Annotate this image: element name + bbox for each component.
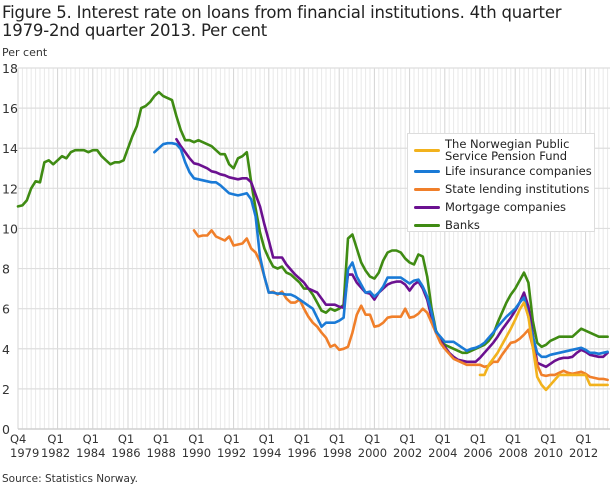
x-tick-labels: Q41979Q11982Q11984Q11986Q11988Q11990Q119…	[10, 432, 598, 460]
x-tick-year: 1986	[111, 446, 140, 460]
x-tick-year: 1990	[182, 446, 211, 460]
x-tick-quarter: Q1	[47, 432, 63, 446]
y-tick-label: 0	[2, 422, 10, 437]
series-line-banks	[16, 90, 609, 355]
x-tick-quarter: Q1	[435, 432, 451, 446]
x-tick-year: 2012	[569, 446, 598, 460]
y-tick-label: 4	[2, 342, 10, 357]
x-tick-year: 1988	[147, 446, 176, 460]
legend-label: Banks	[445, 218, 480, 232]
source-note: Source: Statistics Norway.	[2, 473, 138, 485]
chart-title: Figure 5. Interest rate on loans from fi…	[2, 3, 562, 40]
y-axis-label: Per cent	[2, 46, 48, 59]
x-tick-year: 1998	[323, 446, 352, 460]
x-tick-quarter: Q4	[10, 432, 26, 446]
legend-swatch	[414, 148, 440, 152]
x-tick-quarter: Q1	[575, 432, 591, 446]
x-tick-year: 1982	[41, 446, 70, 460]
legend-label: The Norwegian Public Service Pension Fun…	[445, 137, 570, 163]
legend-swatch	[414, 187, 440, 191]
x-tick-year: 2004	[428, 446, 457, 460]
y-tick-labels: 0 2 4 6 8 10 12 14 16 18	[2, 61, 18, 437]
x-tick-quarter: Q1	[364, 432, 380, 446]
x-tick-quarter: Q1	[540, 432, 556, 446]
legend-swatch	[414, 205, 440, 209]
y-tick-label: 6	[2, 302, 10, 317]
legend-item: State lending institutions	[414, 183, 594, 195]
x-tick-quarter: Q1	[223, 432, 239, 446]
series-lines	[16, 90, 609, 392]
y-tick-label: 2	[2, 382, 10, 397]
grid	[17, 67, 610, 430]
x-tick-quarter: Q1	[505, 432, 521, 446]
x-tick-year: 2008	[499, 446, 528, 460]
legend-item: Life insurance companies	[414, 165, 594, 177]
legend-label: State lending institutions	[445, 182, 590, 196]
y-tick-label: 16	[2, 101, 18, 116]
x-tick-year: 1996	[287, 446, 316, 460]
x-tick-quarter: Q1	[118, 432, 134, 446]
x-tick-year: 2010	[534, 446, 563, 460]
x-tick-year: 2000	[358, 446, 387, 460]
x-tick-quarter: Q1	[259, 432, 275, 446]
x-tick-year: 2002	[393, 446, 422, 460]
x-tick-year: 1979	[10, 446, 39, 460]
y-tick-label: 8	[2, 262, 10, 277]
legend-swatch	[414, 169, 440, 173]
x-tick-quarter: Q1	[188, 432, 204, 446]
y-tick-label: 12	[2, 181, 18, 196]
y-tick-label: 10	[2, 221, 18, 236]
legend-item: Banks	[414, 219, 594, 231]
series-line-the-norwegian-public-service-pension-fund	[478, 301, 609, 392]
x-tick-quarter: Q1	[399, 432, 415, 446]
x-tick-quarter: Q1	[470, 432, 486, 446]
x-tick-quarter: Q1	[329, 432, 345, 446]
legend-swatch	[414, 223, 440, 227]
x-tick-quarter: Q1	[153, 432, 169, 446]
legend-label: Life insurance companies	[445, 164, 592, 178]
x-tick-quarter: Q1	[294, 432, 310, 446]
x-tick-year: 2006	[463, 446, 492, 460]
legend: The Norwegian Public Service Pension Fun…	[407, 133, 595, 232]
legend-item: The Norwegian Public Service Pension Fun…	[414, 138, 594, 162]
x-tick-quarter: Q1	[83, 432, 99, 446]
y-tick-label: 14	[2, 141, 18, 156]
x-tick-year: 1984	[76, 446, 105, 460]
x-tick-year: 1994	[252, 446, 281, 460]
y-tick-label: 18	[2, 61, 18, 76]
legend-label: Mortgage companies	[445, 200, 567, 214]
legend-item: Mortgage companies	[414, 201, 594, 213]
x-tick-year: 1992	[217, 446, 246, 460]
